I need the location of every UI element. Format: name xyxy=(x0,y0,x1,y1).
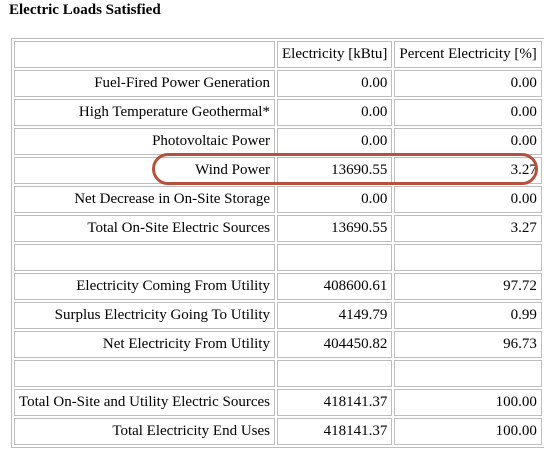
wind-power-highlight-ellipse xyxy=(152,153,538,185)
row-label: Photovoltaic Power xyxy=(14,128,275,155)
percent-value: 0.00 xyxy=(394,99,542,126)
blank-row xyxy=(14,360,542,387)
table-row: Total On-Site Electric Sources 13690.55 … xyxy=(14,215,542,242)
electricity-value: 0.00 xyxy=(276,99,393,126)
row-label: High Temperature Geothermal* xyxy=(14,99,275,126)
table-row: Surplus Electricity Going To Utility 414… xyxy=(14,302,542,329)
percent-value: 0.00 xyxy=(394,128,542,155)
electricity-value: 0.00 xyxy=(276,128,393,155)
table-row: Electricity Coming From Utility 408600.6… xyxy=(14,273,542,300)
percent-value xyxy=(394,244,542,271)
electric-loads-table: Electricity [kBtu] Percent Electricity [… xyxy=(11,38,544,448)
row-label: Wind Power xyxy=(14,157,275,184)
percent-value: 0.99 xyxy=(394,302,542,329)
electricity-value: 13690.55 xyxy=(276,215,393,242)
table-row: Photovoltaic Power 0.00 0.00 xyxy=(14,128,542,155)
blank-row xyxy=(14,244,542,271)
electricity-value: 0.00 xyxy=(276,70,393,97)
percent-value xyxy=(394,360,542,387)
row-label: Fuel-Fired Power Generation xyxy=(14,70,275,97)
electricity-value: 408600.61 xyxy=(276,273,393,300)
table-header-row: Electricity [kBtu] Percent Electricity [… xyxy=(14,41,542,68)
table-row: Fuel-Fired Power Generation 0.00 0.00 xyxy=(14,70,542,97)
percent-value: 100.00 xyxy=(394,389,542,416)
percent-value: 0.00 xyxy=(394,70,542,97)
electricity-value: 0.00 xyxy=(276,186,393,213)
table-row: High Temperature Geothermal* 0.00 0.00 xyxy=(14,99,542,126)
percent-value: 97.72 xyxy=(394,273,542,300)
percent-value: 96.73 xyxy=(394,331,542,358)
table-row: Net Electricity From Utility 404450.82 9… xyxy=(14,331,542,358)
row-label xyxy=(14,244,275,271)
table-row: Total Electricity End Uses 418141.37 100… xyxy=(14,418,542,445)
report-title: Electric Loads Satisfied xyxy=(9,2,161,18)
row-label: Total On-Site Electric Sources xyxy=(14,215,275,242)
table-row: Net Decrease in On-Site Storage 0.00 0.0… xyxy=(14,186,542,213)
row-label: Net Electricity From Utility xyxy=(14,331,275,358)
percent-value: 3.27 xyxy=(394,215,542,242)
table-row-wind-power: Wind Power 13690.55 3.27 xyxy=(14,157,542,184)
row-label: Total Electricity End Uses xyxy=(14,418,275,445)
table-row: Total On-Site and Utility Electric Sourc… xyxy=(14,389,542,416)
row-label: Net Decrease in On-Site Storage xyxy=(14,186,275,213)
percent-value: 100.00 xyxy=(394,418,542,445)
electricity-value xyxy=(276,360,393,387)
electricity-value: 418141.37 xyxy=(276,418,393,445)
percent-value: 0.00 xyxy=(394,186,542,213)
electricity-value: 404450.82 xyxy=(276,331,393,358)
row-label: Electricity Coming From Utility xyxy=(14,273,275,300)
row-label: Surplus Electricity Going To Utility xyxy=(14,302,275,329)
column-header-electricity: Electricity [kBtu] xyxy=(276,41,393,68)
row-label: Total On-Site and Utility Electric Sourc… xyxy=(14,389,275,416)
row-label xyxy=(14,360,275,387)
column-header-percent: Percent Electricity [%] xyxy=(394,41,542,68)
header-corner-cell xyxy=(14,41,275,68)
electricity-value: 418141.37 xyxy=(276,389,393,416)
electricity-value xyxy=(276,244,393,271)
electricity-value: 4149.79 xyxy=(276,302,393,329)
